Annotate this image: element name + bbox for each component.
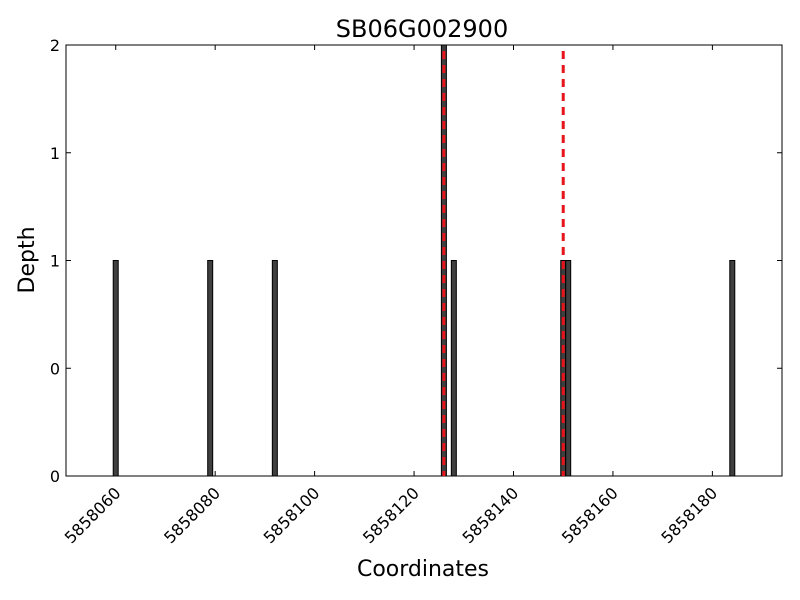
x-tick-label-4: 5858140 <box>459 483 523 547</box>
y-tick-label-4: 2 <box>50 36 60 55</box>
plot-frame <box>65 44 783 477</box>
x-tick-label-3: 5858120 <box>359 483 423 547</box>
chart-title: SB06G002900 <box>336 15 508 43</box>
plot-area: 5858060 5858080 5858100 5858120 5858140 58581… <box>50 36 783 547</box>
x-tick-label-0: 5858060 <box>61 483 125 547</box>
y-tick-label-3: 1 <box>50 144 60 163</box>
x-tick-label-6: 5858180 <box>657 483 721 547</box>
y-axis-label: Depth <box>15 226 40 293</box>
x-axis-label: Coordinates <box>357 557 489 582</box>
y-tick-label-1: 0 <box>50 359 60 378</box>
bar-2 <box>271 260 278 477</box>
bar-3 <box>440 44 447 477</box>
bar-7 <box>729 260 736 477</box>
x-tick-label-1: 5858080 <box>160 483 224 547</box>
bar-6 <box>565 260 572 477</box>
bar-0 <box>112 260 119 477</box>
x-tick-label-5: 5858160 <box>558 483 622 547</box>
y-tick-label-2: 1 <box>50 252 60 271</box>
y-tick-label-0: 0 <box>50 467 60 486</box>
x-tick-label-2: 5858100 <box>260 483 324 547</box>
bar-4 <box>450 260 457 477</box>
bar-1 <box>207 260 214 477</box>
